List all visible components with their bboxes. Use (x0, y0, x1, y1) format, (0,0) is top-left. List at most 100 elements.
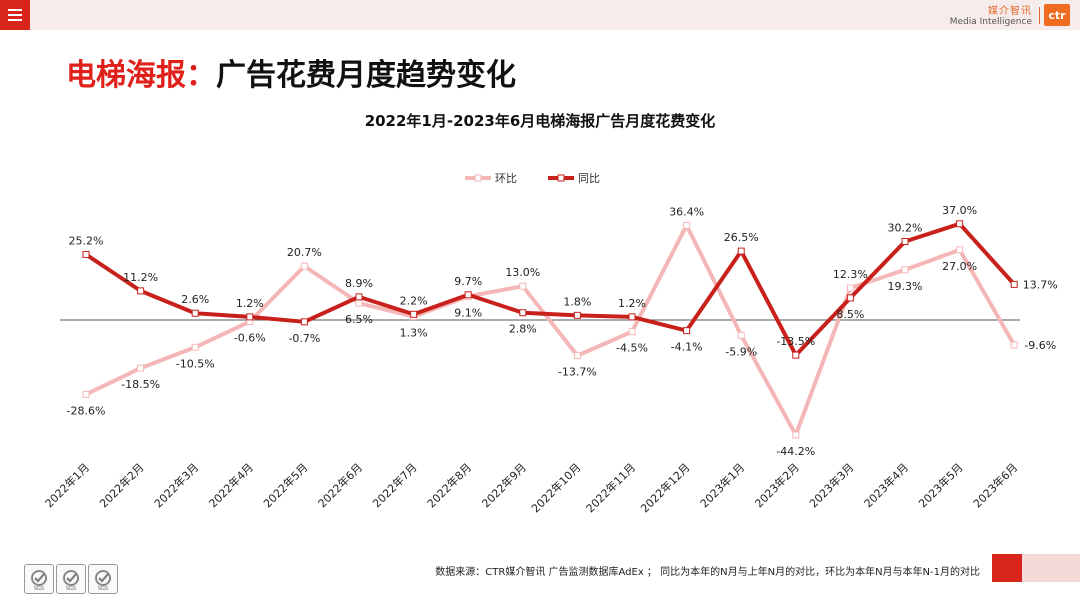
sgs-badge-label: SGS (33, 586, 45, 592)
page-title: 电梯海报：广告花费月度趋势变化 (66, 50, 516, 94)
page-title-red: 电梯海报： (66, 58, 216, 93)
data-label-tongbi: 1.2% (236, 297, 264, 310)
data-label-huanbi: -10.5% (176, 357, 215, 370)
data-point-tongbi (901, 237, 909, 245)
sgs-badge-icon: SGS (88, 564, 118, 594)
x-tick-label: 2022年6月 (315, 460, 365, 510)
data-point-tongbi (737, 247, 745, 255)
data-label-tongbi: -13.5% (776, 335, 815, 348)
data-label-tongbi: 8.9% (345, 277, 373, 290)
menu-button[interactable] (0, 0, 30, 30)
sgs-badge-label: SGS (65, 586, 77, 592)
data-point-huanbi (1010, 341, 1018, 349)
x-tick-label: 2023年1月 (697, 460, 747, 510)
data-point-tongbi (246, 313, 254, 321)
data-point-huanbi (956, 246, 964, 254)
x-tick-label: 2022年5月 (260, 460, 310, 510)
data-point-tongbi (1010, 280, 1018, 288)
data-label-tongbi: 1.8% (563, 295, 591, 308)
x-tick-label: 2023年4月 (861, 460, 911, 510)
logo-divider (1039, 7, 1040, 24)
data-label-tongbi: 8.5% (836, 308, 864, 321)
footer-accent-block (992, 554, 1022, 582)
x-tick-label: 2022年9月 (479, 460, 529, 510)
data-label-huanbi: 1.3% (400, 327, 428, 340)
data-label-huanbi: 36.4% (669, 205, 704, 218)
series-line-tongbi (84, 221, 1016, 358)
x-tick-label: 2022年10月 (528, 460, 583, 515)
data-point-tongbi (792, 351, 800, 359)
legend-label-tongbi: 同比 (578, 172, 600, 185)
data-source-note: 数据来源：CTR媒介智讯 广告监测数据库AdEx ； 同比为本年的N月与上年N月… (435, 567, 980, 578)
certification-badges: SGS SGS SGS (24, 564, 118, 594)
data-point-huanbi (355, 299, 363, 307)
top-bar (0, 0, 1080, 30)
data-point-tongbi (82, 250, 90, 258)
data-point-huanbi (573, 352, 581, 360)
ctr-logo: ctr (1044, 4, 1070, 26)
data-point-tongbi (573, 311, 581, 319)
data-point-huanbi (792, 431, 800, 439)
x-tick-label: 2023年6月 (970, 460, 1020, 510)
data-label-huanbi: -28.6% (67, 404, 106, 417)
x-tick-label: 2022年8月 (424, 460, 474, 510)
sgs-badge-icon: SGS (56, 564, 86, 594)
brand-name-cn: 媒介智讯 (988, 6, 1032, 17)
data-label-tongbi: 2.8% (509, 323, 537, 336)
data-label-huanbi: -4.5% (616, 342, 648, 355)
legend-marker (474, 174, 482, 182)
x-tick-label: 2022年1月 (42, 460, 92, 510)
x-tick-label: 2022年11月 (583, 460, 638, 515)
data-label-huanbi: 19.3% (888, 280, 923, 293)
x-tick-label: 2023年5月 (916, 460, 966, 510)
data-point-huanbi (846, 284, 854, 292)
footer-pink-block (1022, 554, 1080, 582)
data-point-huanbi (137, 364, 145, 372)
data-point-tongbi (846, 294, 854, 302)
data-label-tongbi: 13.7% (1023, 278, 1058, 291)
hamburger-icon (8, 9, 22, 21)
data-label-huanbi: 12.3% (833, 268, 868, 281)
data-label-tongbi: 2.6% (181, 293, 209, 306)
data-point-tongbi (628, 313, 636, 321)
brand-name-en: Media Intelligence (949, 17, 1032, 27)
data-label-huanbi: 9.1% (454, 306, 482, 319)
legend-marker (557, 174, 565, 182)
data-point-tongbi (137, 287, 145, 295)
data-label-tongbi: 11.2% (123, 271, 158, 284)
data-point-huanbi (191, 343, 199, 351)
page-title-black: 广告花费月度趋势变化 (216, 58, 516, 93)
chart-title: 2022年1月-2023年6月电梯海报广告月度花费变化 (364, 112, 716, 130)
x-tick-label: 2022年2月 (97, 460, 147, 510)
data-label-tongbi: 26.5% (724, 231, 759, 244)
data-label-tongbi: 2.2% (400, 294, 428, 307)
data-point-tongbi (300, 318, 308, 326)
x-tick-label: 2023年2月 (752, 460, 802, 510)
data-point-tongbi (956, 220, 964, 228)
data-point-tongbi (683, 327, 691, 335)
data-label-huanbi: -13.7% (558, 366, 597, 379)
data-point-huanbi (300, 262, 308, 270)
data-label-huanbi: -0.6% (234, 332, 266, 345)
x-tick-label: 2022年12月 (638, 460, 693, 515)
data-point-huanbi (737, 331, 745, 339)
x-tick-label: 2022年7月 (370, 460, 420, 510)
data-label-huanbi: -18.5% (121, 378, 160, 391)
data-point-tongbi (464, 291, 472, 299)
series-line-huanbi (85, 223, 1016, 437)
data-point-tongbi (519, 309, 527, 317)
data-label-huanbi: 13.0% (505, 266, 540, 279)
data-point-huanbi (82, 390, 90, 398)
legend-label-huanbi: 环比 (495, 172, 517, 185)
data-point-tongbi (355, 293, 363, 301)
data-point-huanbi (519, 282, 527, 290)
line-chart: 环比 同比 -28.6% 25.2% -18.5% 11.2% -10.5% 2.6% -0.… (42, 172, 1058, 515)
data-label-tongbi: 30.2% (888, 221, 923, 234)
data-label-huanbi: 6.5% (345, 313, 373, 326)
data-label-huanbi: -44.2% (776, 445, 815, 458)
data-point-tongbi (191, 309, 199, 317)
brand: 媒介智讯 Media Intelligence (950, 6, 1032, 28)
x-tick-label: 2022年4月 (206, 460, 256, 510)
data-label-huanbi: -5.9% (725, 345, 757, 358)
data-point-huanbi (628, 328, 636, 336)
